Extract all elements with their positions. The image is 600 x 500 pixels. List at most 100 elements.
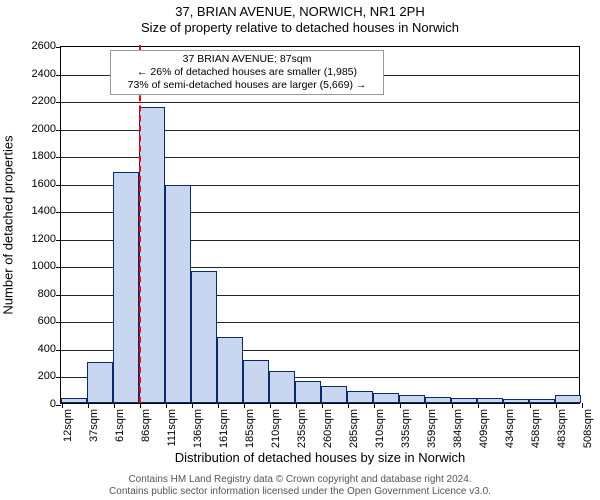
x-tick-mark — [114, 403, 115, 408]
y-tick-mark — [56, 75, 61, 76]
x-tick-mark — [140, 403, 141, 408]
x-tick-label: 285sqm — [348, 409, 360, 448]
bar — [243, 360, 269, 403]
x-tick-label: 409sqm — [478, 409, 490, 448]
x-tick-label: 458sqm — [530, 409, 542, 448]
x-tick-label: 161sqm — [218, 409, 230, 448]
x-tick-label: 136sqm — [192, 409, 204, 448]
y-tick-mark — [56, 405, 61, 406]
y-tick-mark — [56, 212, 61, 213]
annotation-line-3: 73% of semi-detached houses are larger (… — [117, 79, 377, 92]
x-tick-mark — [556, 403, 557, 408]
bar — [87, 362, 113, 403]
bar — [451, 398, 477, 404]
annotation-line-1: 37 BRIAN AVENUE: 87sqm — [117, 53, 377, 66]
y-tick-label: 1800 — [6, 150, 56, 162]
annotation-line-2: ← 26% of detached houses are smaller (1,… — [117, 66, 377, 79]
y-tick-label: 400 — [6, 343, 56, 355]
x-tick-mark — [322, 403, 323, 408]
bar — [555, 395, 581, 403]
x-tick-label: 335sqm — [400, 409, 412, 448]
x-tick-label: 384sqm — [452, 409, 464, 448]
x-tick-label: 359sqm — [426, 409, 438, 448]
x-tick-label: 483sqm — [556, 409, 568, 448]
x-tick-label: 12sqm — [62, 409, 74, 442]
y-tick-label: 1400 — [6, 205, 56, 217]
x-tick-label: 61sqm — [114, 409, 126, 442]
x-tick-mark — [88, 403, 89, 408]
x-tick-mark — [478, 403, 479, 408]
x-tick-label: 508sqm — [582, 409, 594, 448]
x-tick-label: 185sqm — [244, 409, 256, 448]
x-tick-mark — [192, 403, 193, 408]
x-tick-mark — [530, 403, 531, 408]
y-tick-label: 2000 — [6, 123, 56, 135]
bar — [165, 185, 191, 403]
bar — [191, 271, 217, 403]
bar — [477, 398, 503, 403]
bar — [373, 393, 399, 403]
x-tick-label: 434sqm — [504, 409, 516, 448]
title: 37, BRIAN AVENUE, NORWICH, NR1 2PH — [0, 0, 600, 20]
bar — [321, 386, 347, 403]
footer-line-1: Contains HM Land Registry data © Crown c… — [0, 474, 600, 486]
bar — [529, 399, 555, 403]
bar — [295, 381, 321, 403]
x-tick-mark — [504, 403, 505, 408]
plot-area: 12sqm37sqm61sqm86sqm111sqm136sqm161sqm18… — [60, 46, 580, 404]
y-tick-label: 2200 — [6, 95, 56, 107]
x-tick-mark — [166, 403, 167, 408]
x-tick-label: 111sqm — [166, 409, 178, 447]
x-tick-label: 86sqm — [140, 409, 152, 442]
subtitle: Size of property relative to detached ho… — [0, 20, 600, 38]
y-tick-mark — [56, 350, 61, 351]
x-tick-label: 310sqm — [374, 409, 386, 448]
y-tick-mark — [56, 130, 61, 131]
x-tick-mark — [452, 403, 453, 408]
figure: 37, BRIAN AVENUE, NORWICH, NR1 2PH Size … — [0, 0, 600, 500]
bar — [61, 398, 87, 404]
y-tick-label: 1200 — [6, 233, 56, 245]
y-tick-label: 1000 — [6, 260, 56, 272]
annotation-box: 37 BRIAN AVENUE: 87sqm ← 26% of detached… — [110, 50, 384, 95]
x-tick-mark — [244, 403, 245, 408]
footer: Contains HM Land Registry data © Crown c… — [0, 474, 600, 498]
y-tick-label: 2400 — [6, 68, 56, 80]
marker-line — [139, 45, 141, 403]
x-tick-mark — [374, 403, 375, 408]
bar — [139, 107, 165, 403]
x-tick-mark — [270, 403, 271, 408]
y-tick-label: 2600 — [6, 40, 56, 52]
bar — [113, 172, 139, 403]
x-axis-label: Distribution of detached houses by size … — [60, 450, 580, 465]
y-tick-mark — [56, 295, 61, 296]
y-tick-label: 0 — [6, 398, 56, 410]
y-tick-label: 200 — [6, 370, 56, 382]
x-tick-label: 37sqm — [88, 409, 100, 442]
y-tick-label: 600 — [6, 315, 56, 327]
y-tick-mark — [56, 157, 61, 158]
y-tick-label: 800 — [6, 288, 56, 300]
bar — [347, 391, 373, 403]
y-tick-mark — [56, 240, 61, 241]
bar — [217, 337, 243, 403]
y-tick-mark — [56, 322, 61, 323]
x-tick-label: 210sqm — [270, 409, 282, 448]
bar — [399, 395, 425, 403]
y-tick-mark — [56, 267, 61, 268]
y-tick-mark — [56, 47, 61, 48]
x-tick-mark — [400, 403, 401, 408]
bar — [425, 397, 451, 403]
x-tick-label: 260sqm — [322, 409, 334, 448]
x-tick-mark — [218, 403, 219, 408]
bar — [503, 399, 529, 403]
x-tick-mark — [62, 403, 63, 408]
y-tick-mark — [56, 377, 61, 378]
x-tick-mark — [296, 403, 297, 408]
y-tick-mark — [56, 102, 61, 103]
x-tick-mark — [582, 403, 583, 408]
x-tick-mark — [426, 403, 427, 408]
y-tick-mark — [56, 185, 61, 186]
bar — [269, 371, 295, 403]
x-tick-mark — [348, 403, 349, 408]
